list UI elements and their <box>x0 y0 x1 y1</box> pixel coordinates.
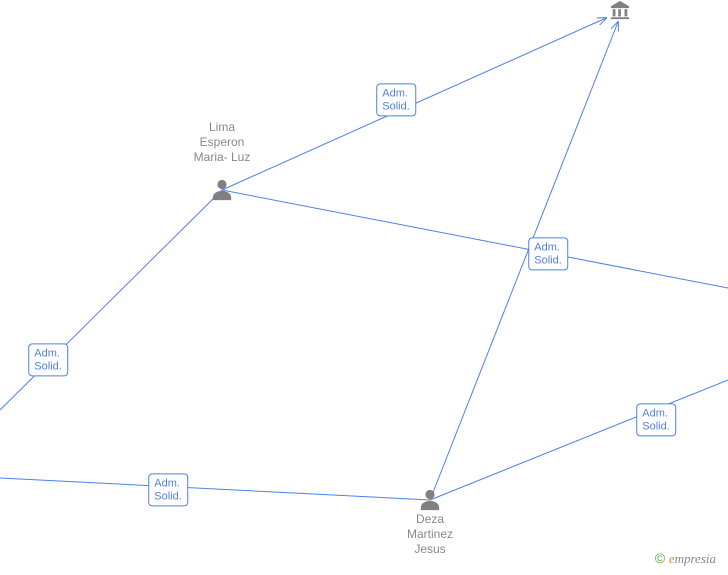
node-label: Deza Martinez Jesus <box>407 512 453 557</box>
network-canvas <box>0 0 728 575</box>
edge-label: Adm. Solid. <box>28 343 68 376</box>
edge-label: Adm. Solid. <box>376 83 416 116</box>
watermark: © empresia <box>655 550 716 567</box>
edge-line <box>0 478 430 500</box>
edge-line <box>222 190 728 288</box>
edge-label: Adm. Solid. <box>528 237 568 270</box>
copyright-symbol: © <box>655 550 665 566</box>
edge-label: Adm. Solid. <box>636 403 676 436</box>
edge-line <box>0 190 222 410</box>
person-icon[interactable] <box>211 178 233 202</box>
edge-line <box>430 380 728 500</box>
node-label: Lima Esperon Maria- Luz <box>194 120 251 165</box>
building-icon[interactable] <box>609 0 631 20</box>
edge-label: Adm. Solid. <box>148 473 188 506</box>
brand-rest: mpresia <box>675 551 716 566</box>
person-icon[interactable] <box>419 488 441 512</box>
